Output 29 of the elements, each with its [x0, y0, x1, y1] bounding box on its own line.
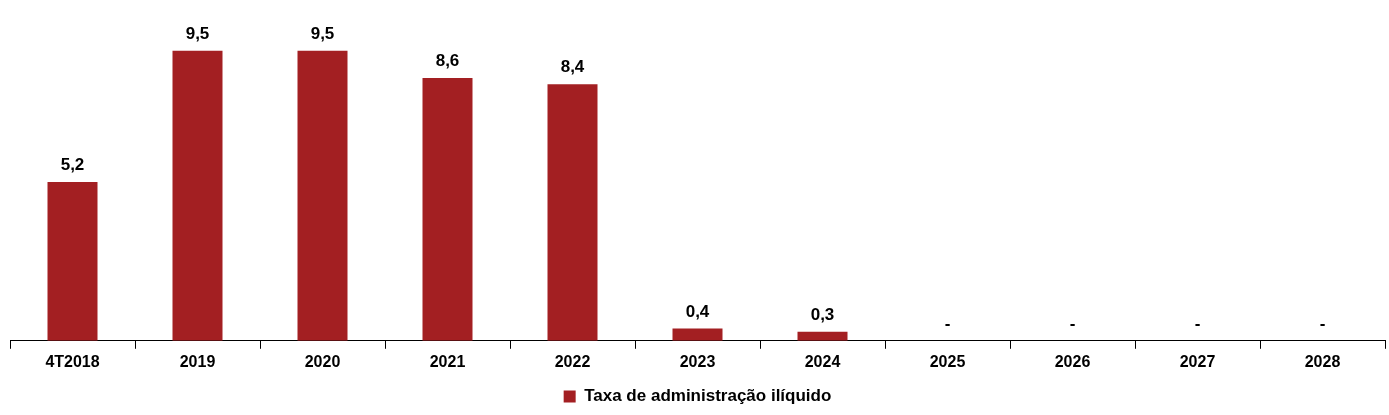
data-label: 9,5 — [185, 23, 210, 43]
x-tick-label: 2019 — [179, 352, 216, 370]
data-label: 9,5 — [310, 23, 335, 43]
bar — [172, 50, 223, 341]
x-tick-label: 2023 — [679, 352, 716, 370]
x-tick-label: 2024 — [804, 352, 841, 370]
data-label: - — [944, 313, 951, 333]
legend-label: Taxa de administração ilíquido — [584, 386, 832, 406]
x-tick-label: 4T2018 — [45, 352, 100, 370]
data-label: - — [1194, 313, 1201, 333]
x-tick-label: 2022 — [554, 352, 591, 370]
data-label: 0,3 — [810, 304, 835, 324]
data-label: 5,2 — [60, 155, 85, 175]
x-tick-label: 2020 — [304, 352, 341, 370]
x-tick-label: 2025 — [929, 352, 966, 370]
data-label: - — [1069, 313, 1076, 333]
x-tick-label: 2027 — [1179, 352, 1216, 370]
x-tick-label: 2021 — [429, 352, 466, 370]
bar — [422, 78, 473, 341]
bar — [547, 84, 598, 341]
x-tick-label: 2028 — [1304, 352, 1341, 370]
bar — [297, 50, 348, 341]
data-label: 8,6 — [435, 51, 460, 71]
data-label: 8,4 — [560, 57, 585, 77]
bar — [672, 328, 723, 341]
x-tick-label: 2026 — [1054, 352, 1091, 370]
data-label: 0,4 — [685, 301, 710, 321]
bar — [47, 181, 98, 341]
data-label: - — [1319, 313, 1326, 333]
